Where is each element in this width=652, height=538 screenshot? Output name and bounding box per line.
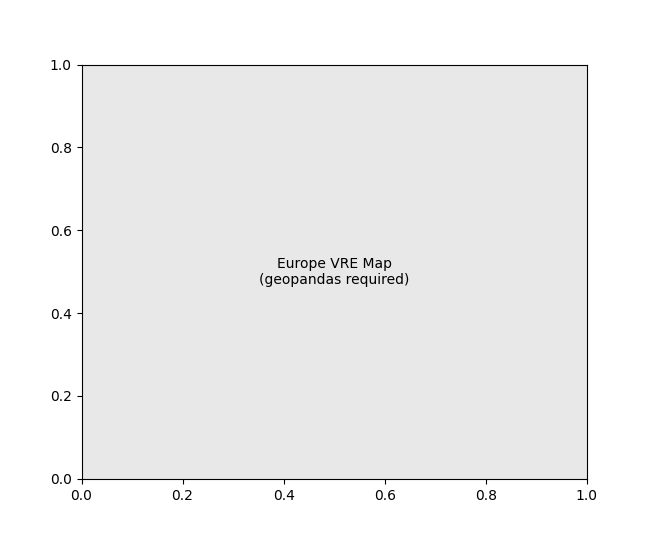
Text: Europe VRE Map
(geopandas required): Europe VRE Map (geopandas required) bbox=[259, 257, 409, 287]
